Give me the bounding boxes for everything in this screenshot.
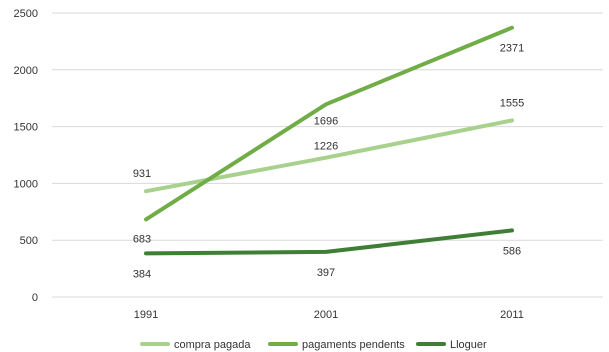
series-lines: [144, 25, 514, 256]
series-line: [144, 228, 514, 256]
x-axis-ticks: 1991 2001 2011: [134, 309, 524, 321]
legend-label: compra pagada: [174, 339, 251, 351]
legend-label: pagaments pendents: [302, 339, 405, 351]
data-label: 397: [317, 267, 335, 279]
y-axis-ticks: 0 500 1000 1500 2000 2500: [14, 8, 38, 304]
data-label: 1226: [314, 141, 338, 153]
data-label: 1555: [500, 97, 524, 109]
y-tick-label: 2000: [14, 65, 38, 77]
data-label: 2371: [500, 43, 524, 55]
legend: compra pagada pagaments pendents Lloguer: [140, 339, 487, 351]
x-tick-label: 1991: [134, 309, 158, 321]
legend-label: Lloguer: [450, 339, 487, 351]
data-label: 1696: [314, 115, 338, 127]
data-label: 683: [133, 233, 151, 245]
data-label: 931: [133, 168, 151, 180]
y-tick-label: 500: [20, 235, 38, 247]
data-label: 384: [133, 268, 151, 280]
data-labels: 931 1226 1555 683 1696 2371 384 397 586: [133, 43, 524, 281]
y-tick-label: 1000: [14, 178, 38, 190]
series-line: [144, 25, 514, 222]
gridlines: [52, 12, 603, 298]
data-label: 586: [503, 245, 521, 257]
x-tick-label: 2001: [314, 309, 338, 321]
y-tick-label: 1500: [14, 122, 38, 134]
series-line: [144, 118, 514, 194]
y-tick-label: 2500: [14, 8, 38, 20]
y-tick-label: 0: [32, 292, 38, 304]
x-tick-label: 2011: [500, 309, 524, 321]
